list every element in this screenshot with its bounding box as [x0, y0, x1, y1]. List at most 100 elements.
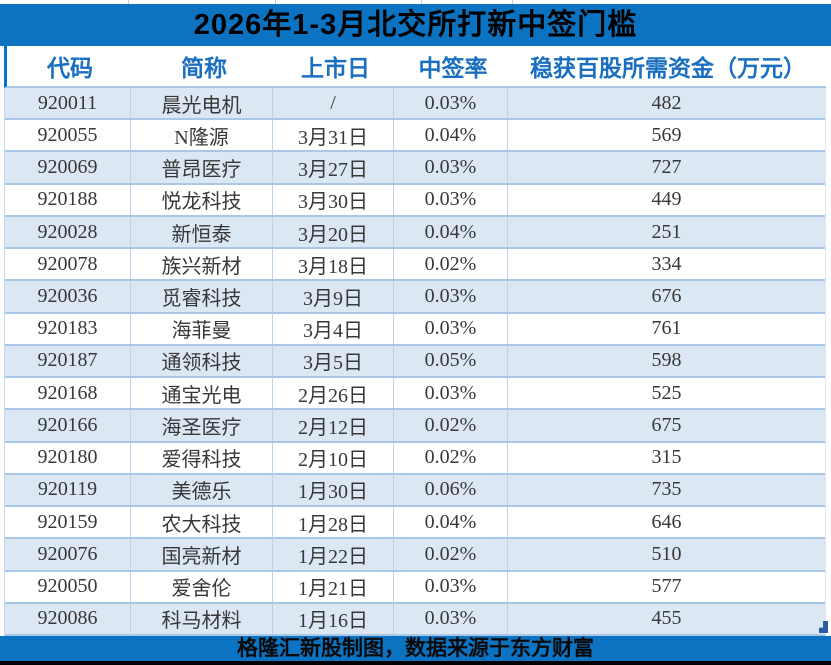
column-header-date: 上市日 — [301, 55, 370, 81]
table-row: 920187 通领科技 3月5日 0.05% 598 — [5, 345, 825, 379]
cell-funds: 577 — [651, 575, 682, 598]
cell-code: 920119 — [5, 474, 131, 506]
cell-name: 海菲曼 — [131, 313, 273, 344]
cell-funds: 334 — [651, 252, 682, 275]
cell-rate: 0.02% — [394, 410, 508, 441]
column-header-rate: 中签率 — [418, 55, 488, 81]
table-row: 920036 觅睿科技 3月9日 0.03% 676 — [5, 281, 825, 314]
cell-code: 920187 — [5, 345, 131, 377]
cell-code: 920076 — [5, 539, 131, 570]
cell-rate: 0.06% — [394, 474, 508, 506]
title-bar: 2026年1-3月北交所打新中签门槛 — [0, 4, 831, 46]
cell-rate: 0.02% — [394, 442, 508, 473]
cell-name: 觅睿科技 — [131, 281, 273, 312]
cell-code: 920159 — [5, 507, 131, 538]
fill-handle-artifact — [819, 621, 828, 633]
cell-name: 国亮新材 — [131, 539, 273, 570]
table-row: 920183 海菲曼 3月4日 0.03% 761 — [5, 313, 825, 346]
cell-name: 悦龙科技 — [131, 184, 273, 215]
cell-funds: 598 — [651, 349, 682, 372]
table-row: 920028 新恒泰 3月20日 0.04% 251 — [5, 216, 825, 250]
bottom-black-strip — [0, 661, 831, 665]
gridline — [128, 0, 129, 4]
cell-rate: 0.03% — [394, 88, 508, 119]
cell-date: 2月12日 — [273, 410, 394, 441]
cell-name: 通宝光电 — [131, 378, 273, 409]
cell-date: 1月22日 — [273, 539, 394, 570]
cell-rate: 0.02% — [394, 249, 508, 280]
cell-code: 920086 — [5, 603, 131, 634]
cell-rate: 0.02% — [394, 539, 508, 570]
column-header-code: 代码 — [47, 55, 93, 81]
table-row: 920078 族兴新材 3月18日 0.02% 334 — [5, 249, 825, 282]
source-note: 格隆汇新股制图，数据来源于东方财富 — [237, 637, 594, 660]
cell-date: 3月31日 — [273, 120, 394, 151]
cell-code: 920180 — [5, 442, 131, 473]
cell-date: 3月20日 — [273, 216, 394, 248]
cell-date: / — [273, 88, 394, 119]
table-row: 920011 晨光电机/0.03% 482 — [5, 88, 825, 121]
table-row: 920055 N隆源 3月31日 0.04% 569 — [5, 120, 825, 153]
table-row: 920086 科马材料 1月16日 0.03% 455 — [5, 603, 825, 636]
cell-funds: 525 — [651, 381, 682, 404]
cell-date: 3月30日 — [273, 184, 394, 215]
cell-funds: 761 — [651, 317, 682, 340]
table-header-row: 代码 简称 上市日 中签率 稳获百股所需资金（万元） — [4, 46, 826, 88]
cell-rate: 0.03% — [394, 184, 508, 215]
cell-funds: 455 — [651, 607, 682, 630]
cell-code: 920028 — [5, 216, 131, 248]
cell-date: 3月9日 — [273, 281, 394, 312]
cell-rate: 0.03% — [394, 152, 508, 183]
footer-bar: 格隆汇新股制图，数据来源于东方财富 — [0, 636, 831, 661]
cell-date: 3月4日 — [273, 313, 394, 344]
cell-date: 2月10日 — [273, 442, 394, 473]
cell-rate: 0.03% — [394, 313, 508, 344]
table-row: 920076 国亮新材 1月22日 0.02% 510 — [5, 539, 825, 572]
table-row: 920119 美德乐 1月30日 0.06% 735 — [5, 474, 825, 508]
cell-rate: 0.03% — [394, 281, 508, 312]
cell-funds: 482 — [651, 91, 682, 114]
cell-name: 海圣医疗 — [131, 410, 273, 441]
cell-name: 爱舍伦 — [131, 571, 273, 602]
cell-name: 新恒泰 — [131, 216, 273, 248]
cell-name: 农大科技 — [131, 507, 273, 538]
cell-code: 920050 — [5, 571, 131, 602]
cell-date: 1月21日 — [273, 571, 394, 602]
cell-funds: 675 — [651, 413, 682, 436]
gridline — [421, 0, 422, 4]
cell-date: 3月18日 — [273, 249, 394, 280]
cell-date: 1月28日 — [273, 507, 394, 538]
cell-code: 920078 — [5, 249, 131, 280]
cell-code: 920069 — [5, 152, 131, 183]
cell-name: 通领科技 — [131, 345, 273, 377]
cell-date: 1月30日 — [273, 474, 394, 506]
table-row: 920069 普昂医疗 3月27日 0.03% 727 — [5, 152, 825, 185]
table-row: 920180 爱得科技 2月10日 0.02% 315 — [5, 442, 825, 475]
cell-name: 晨光电机 — [131, 88, 273, 119]
cell-funds: 510 — [651, 542, 682, 565]
cell-funds: 449 — [651, 188, 682, 211]
column-header-funds: 稳获百股所需资金（万元） — [530, 55, 806, 81]
cell-funds: 646 — [651, 510, 682, 533]
cell-code: 920183 — [5, 313, 131, 344]
cell-rate: 0.05% — [394, 345, 508, 377]
page-title: 2026年1-3月北交所打新中签门槛 — [193, 9, 638, 41]
cell-funds: 676 — [651, 285, 682, 308]
gridline — [275, 0, 276, 4]
table-row: 920168 通宝光电 2月26日 0.03% 525 — [5, 378, 825, 411]
table-row: 920159 农大科技 1月28日 0.04% 646 — [5, 507, 825, 540]
cell-name: 普昂医疗 — [131, 152, 273, 183]
table-row: 920166 海圣医疗 2月12日 0.02% 675 — [5, 410, 825, 443]
cell-code: 920036 — [5, 281, 131, 312]
cell-funds: 315 — [651, 446, 682, 469]
cell-funds: 251 — [651, 220, 682, 243]
spreadsheet-gridline-strip — [0, 0, 831, 4]
cell-date: 2月26日 — [273, 378, 394, 409]
cell-date: 1月16日 — [273, 603, 394, 634]
ipo-table: 代码 简称 上市日 中签率 稳获百股所需资金（万元） 920011 晨光电机/0.… — [4, 46, 826, 636]
cell-code: 920011 — [5, 88, 131, 119]
column-header-name: 简称 — [181, 55, 227, 81]
cell-rate: 0.03% — [394, 378, 508, 409]
cell-rate: 0.03% — [394, 571, 508, 602]
